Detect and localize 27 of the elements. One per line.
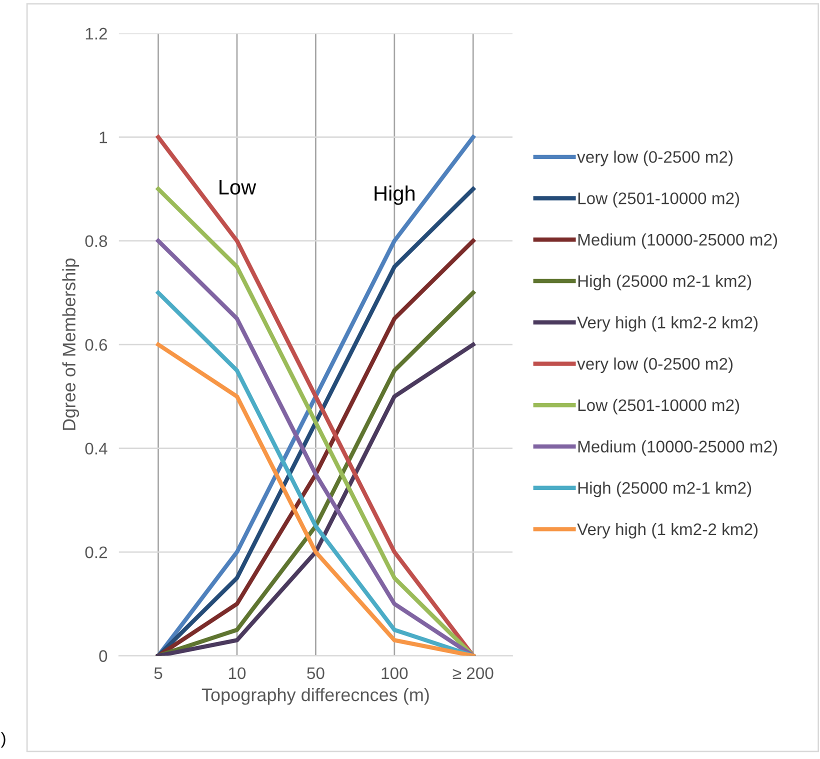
legend-label: Medium (10000-25000 m2)	[578, 233, 778, 249]
annotation: Low	[220, 180, 256, 195]
legend-label: Medium (10000-25000 m2)	[578, 440, 778, 456]
y-tick-label: 1.2	[86, 28, 107, 40]
legend-label: High (25000 m2-1 km2)	[578, 482, 752, 498]
legend-label: very low (0-2500 m2)	[577, 150, 733, 166]
legend-label: Low (2501-10000 m2)	[578, 398, 740, 414]
y-tick-label: 1	[100, 132, 107, 144]
y-tick-label: 0	[99, 650, 108, 662]
x-tick-label: 10	[228, 667, 246, 680]
legend-label: High (25000 m2-1 km2)	[578, 274, 752, 290]
y-tick-label: 0.4	[85, 442, 108, 455]
x-tick-label: 50	[307, 667, 324, 680]
x-tick-label: 100	[382, 667, 408, 680]
legend-label: Low (2501-10000 m2)	[578, 192, 740, 208]
legend-label: Very high (1 km2-2 km2)	[577, 522, 758, 539]
text: )	[0, 732, 6, 748]
x-tick-label: 5	[154, 668, 162, 680]
legend-label: very low (0-2500 m2)	[577, 358, 733, 374]
x-tick-label: ≥ 200	[452, 667, 494, 680]
x-axis-title: Topography differecnces (m)	[202, 688, 429, 705]
legend-label: Very high (1 km2-2 km2)	[577, 316, 758, 332]
y-tick-label: 0.2	[85, 546, 107, 558]
y-tick-label: 0.8	[85, 235, 108, 248]
annotation: High	[374, 186, 414, 205]
y-tick-label: 0.6	[85, 338, 108, 351]
y-axis-title: Dgree of Membership	[62, 258, 80, 430]
